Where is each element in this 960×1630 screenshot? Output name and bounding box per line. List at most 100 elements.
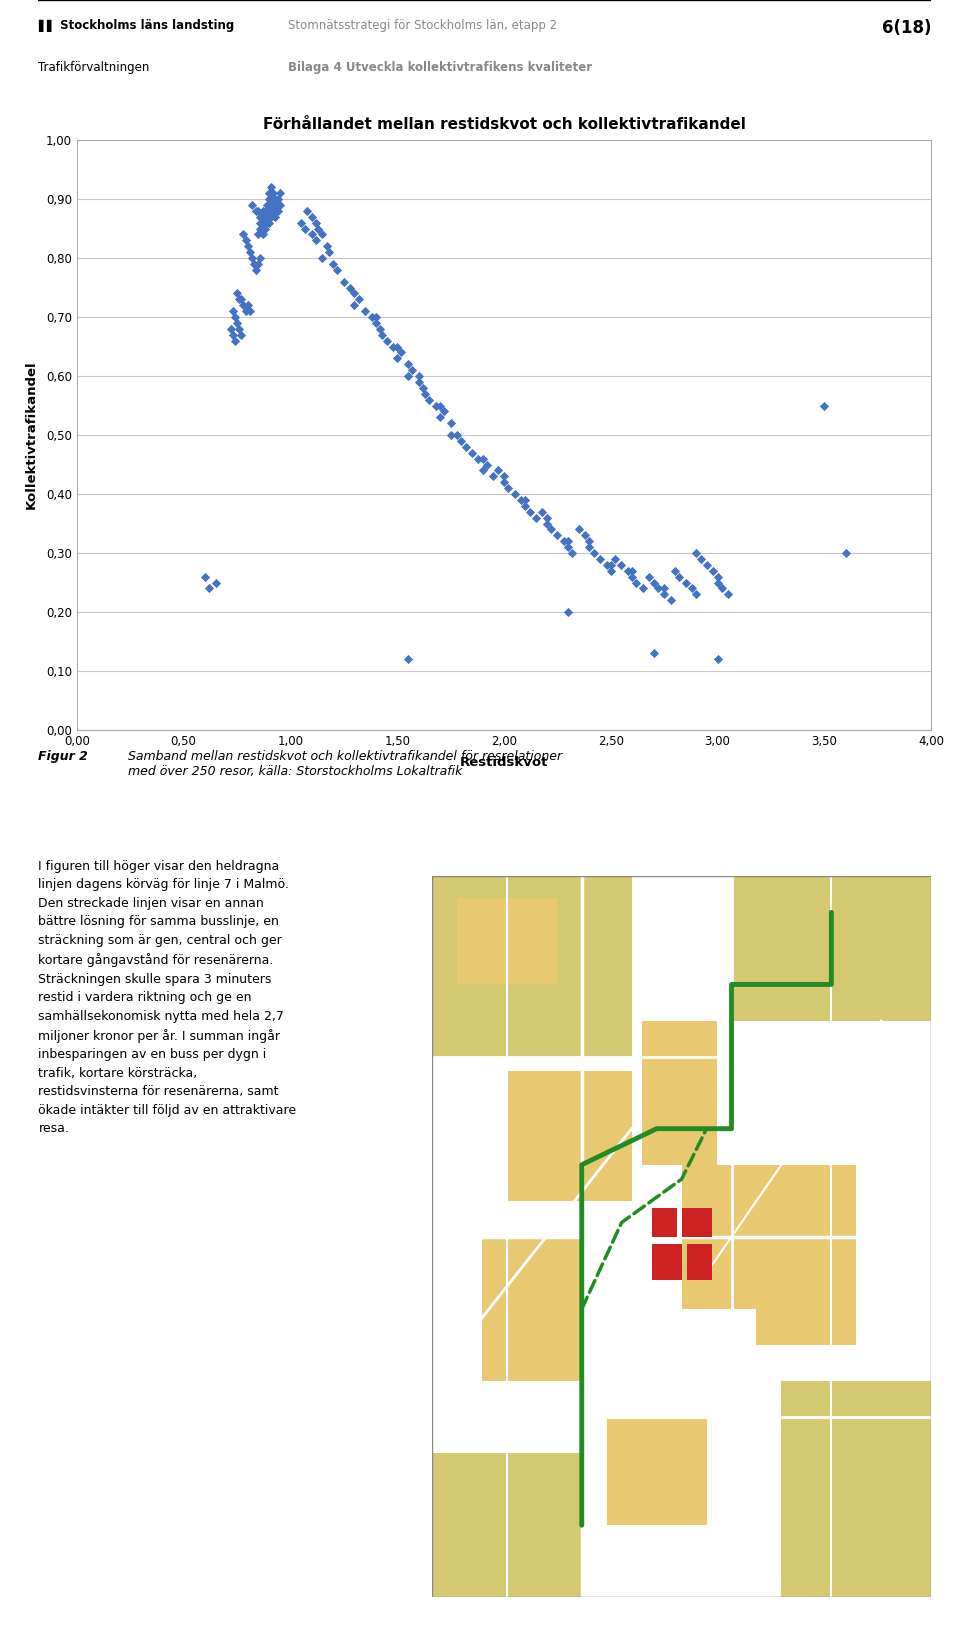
Point [528,505,543,531]
Point [304,222,320,248]
Point [202,575,217,601]
Point [261,204,276,230]
Point [251,197,266,223]
Point [411,363,426,390]
Point [646,641,661,667]
Point [817,393,832,419]
Point [421,386,437,412]
Point [263,186,278,212]
Point [550,522,565,548]
Point [411,368,426,394]
Point [443,422,458,448]
Point [394,339,409,365]
Point [522,499,538,525]
Point [249,258,264,284]
Point [247,251,262,277]
Point [586,540,601,566]
Point [347,280,362,306]
Point [266,192,281,218]
Point [470,445,486,471]
Point [620,557,636,584]
Point [268,204,283,230]
Point [308,227,324,253]
Point [257,210,273,236]
Point [310,215,325,241]
Point [374,321,390,347]
Point [517,487,533,513]
Point [475,458,491,484]
Bar [732,877,931,1020]
Point [415,375,430,401]
Point [300,197,315,223]
Point [336,269,351,295]
Point [443,411,458,437]
Text: ▌▌ Stockholms läns landsting: ▌▌ Stockholms läns landsting [38,20,234,33]
Point [242,298,257,324]
Bar [457,898,557,985]
Point [449,422,465,448]
Point [255,197,271,223]
Point [390,334,405,360]
Point [400,350,416,377]
Point [261,186,276,212]
Point [372,316,388,342]
Bar [432,877,632,1056]
Point [475,445,491,471]
Point [543,517,559,543]
Point [496,469,512,496]
Bar [652,1208,677,1237]
Point [259,192,275,218]
Point [657,582,672,608]
Point [432,393,447,419]
Point [561,535,576,561]
Point [650,575,665,601]
Point [699,553,714,579]
Point [263,174,278,200]
Point [294,210,309,236]
Point [343,274,358,300]
Point [379,328,395,354]
Point [582,528,597,554]
Point [255,210,271,236]
Point [315,222,330,248]
Bar [652,1244,682,1280]
Point [709,564,726,590]
Bar [507,1071,632,1201]
Point [329,258,345,284]
Point [266,197,281,223]
Point [238,298,253,324]
X-axis label: Restidskvot: Restidskvot [460,756,548,769]
Point [319,233,334,259]
Point [270,192,285,218]
Point [684,575,700,601]
Point [315,244,330,271]
Point [646,569,661,595]
Point [404,357,420,383]
Point [458,434,473,460]
Point [268,186,283,212]
Point [517,492,533,518]
Point [255,222,271,248]
Point [428,393,444,419]
Point [251,222,266,248]
Bar [781,1381,931,1597]
Point [244,192,259,218]
Point [257,197,273,223]
Point [225,321,240,347]
Point [592,546,608,572]
Point [540,510,555,536]
Point [364,303,379,329]
Bar [686,1244,711,1280]
Point [368,303,383,329]
Point [535,499,550,525]
Point [268,192,283,218]
Bar [682,1165,806,1309]
Point [257,204,273,230]
Point [578,522,593,548]
Point [608,546,623,572]
Point [298,215,313,241]
Point [490,458,505,484]
Point [322,240,337,266]
Point [266,179,281,205]
Point [263,197,278,223]
